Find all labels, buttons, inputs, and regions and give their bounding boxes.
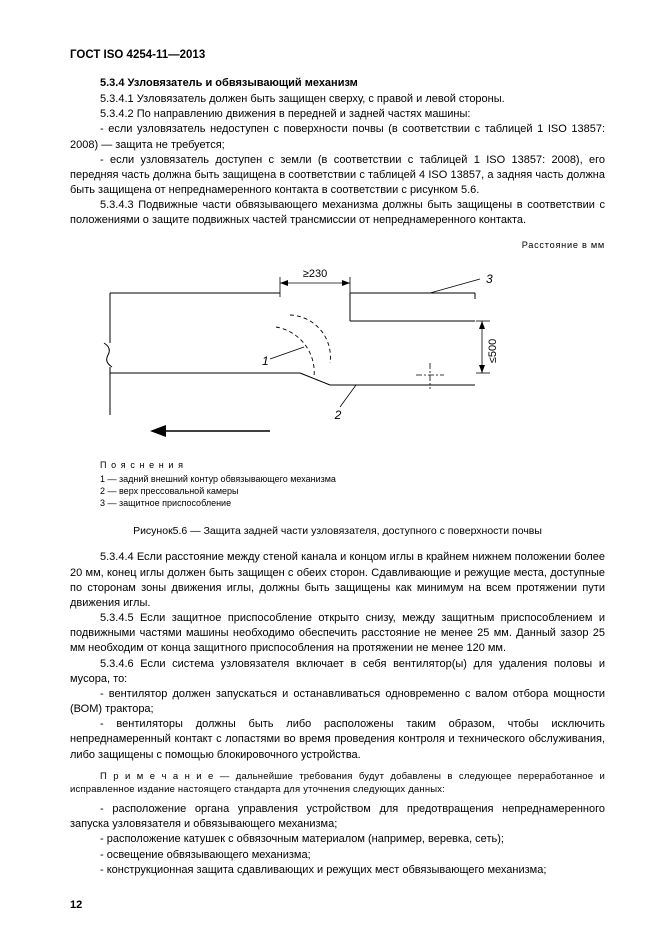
paragraph: - расположение катушек с обвязочным мате… (70, 832, 605, 847)
figure: ≥230 3 ≤500 1 (100, 255, 605, 455)
document-header: ГОСТ ISO 4254-11—2013 (70, 48, 605, 64)
paragraph: - конструкционная защита сдавливающих и … (70, 863, 605, 878)
legend-line: 3 — защитное приспособление (100, 497, 605, 509)
figure-caption: Рисунок5.6 — Защита задней части узловяз… (70, 524, 605, 538)
paragraph: - вентиляторы должны быть либо расположе… (70, 717, 605, 763)
paragraph: - если узловязатель недоступен с поверхн… (70, 122, 605, 152)
section-title: 5.3.4 Узловязатель и обвязывающий механи… (70, 76, 605, 91)
paragraph: 5.3.4.4 Если расстояние между стеной кан… (70, 550, 605, 611)
dim-500-label: ≤500 (487, 339, 499, 363)
legend-title: П о я с н е н и я (100, 459, 605, 471)
units-label: Расстояние в мм (70, 239, 605, 252)
dim-230-label: ≥230 (303, 268, 327, 280)
paragraph: 5.3.4.5 Если защитное приспособление отк… (70, 611, 605, 657)
note: П р и м е ч а н и е — дальнейшие требова… (70, 770, 605, 796)
legend-marker-2: 2 (334, 408, 342, 422)
paragraph: 5.3.4.6 Если система узловязателя включа… (70, 657, 605, 687)
legend-marker-1: 1 (262, 354, 269, 368)
legend-line: 2 — верх прессовальной камеры (100, 485, 605, 497)
paragraph: - освещение обвязывающего механизма; (70, 848, 605, 863)
paragraph: - расположение органа управления устройс… (70, 802, 605, 832)
paragraph: 5.3.4.1 Узловязатель должен быть защищен… (70, 92, 605, 107)
page: ГОСТ ISO 4254-11—2013 5.3.4 Узловязатель… (0, 0, 661, 935)
paragraph: 5.3.4.3 Подвижные части обвязывающего ме… (70, 198, 605, 228)
paragraph: - если узловязатель доступен с земли (в … (70, 153, 605, 199)
page-number: 12 (70, 898, 82, 913)
paragraph: 5.3.4.2 По направлению движения в передн… (70, 107, 605, 122)
legend-line: 1 — задний внешний контур обвязывающего … (100, 473, 605, 485)
legend-marker-3: 3 (486, 272, 493, 286)
diagram-svg: ≥230 3 ≤500 1 (100, 255, 520, 455)
paragraph: - вентилятор должен запускаться и остана… (70, 687, 605, 717)
